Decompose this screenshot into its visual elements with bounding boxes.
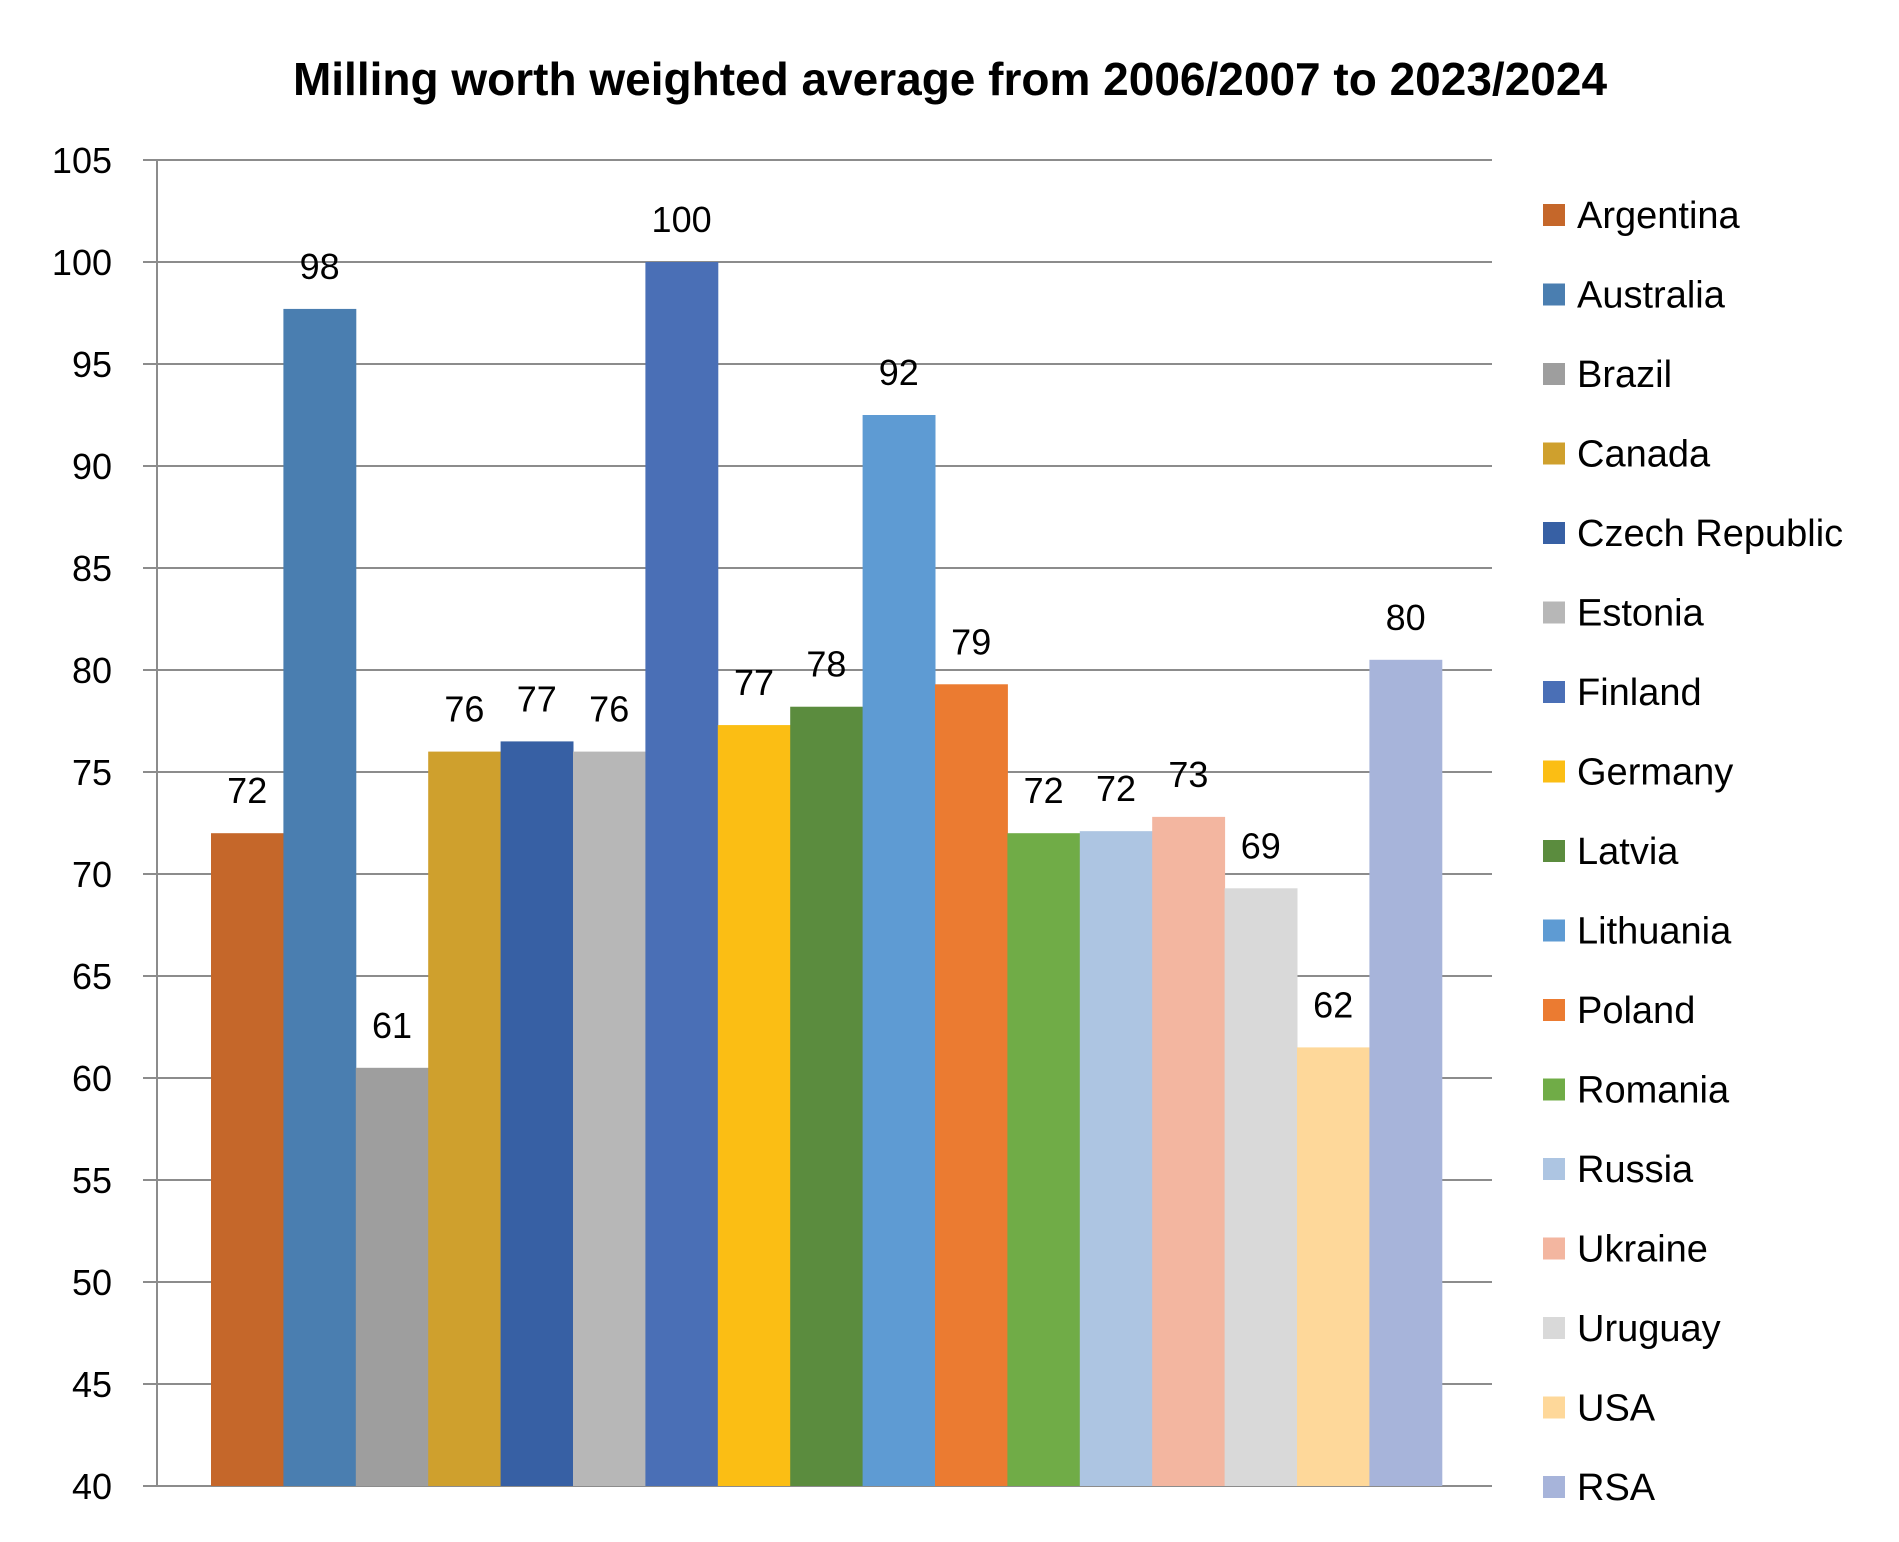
y-tick-label: 65	[72, 956, 112, 997]
bar-australia	[283, 308, 357, 1486]
data-label: 72	[1024, 770, 1064, 811]
legend-label: Czech Republic	[1577, 513, 1843, 555]
legend: Argentina Australia Brazil Canada Czech Repu…	[1543, 195, 1843, 1509]
legend-swatch	[1543, 442, 1565, 465]
y-tick-label: 45	[72, 1364, 112, 1405]
y-tick-label: 100	[52, 242, 112, 283]
data-label: 78	[806, 644, 846, 685]
data-label: 62	[1313, 984, 1353, 1025]
bar-brazil	[355, 1067, 429, 1486]
bar-russia	[1079, 831, 1153, 1486]
legend-label: Brazil	[1577, 354, 1672, 396]
legend-label: USA	[1577, 1388, 1656, 1430]
bars	[211, 262, 1443, 1486]
y-tick-label: 40	[72, 1466, 112, 1507]
legend-label: Poland	[1577, 990, 1695, 1032]
data-labels: 72 98 61 76 77 76 100 77 78 92 79 72 72 73 69 62 80	[227, 199, 1425, 1046]
y-tick-label: 85	[72, 548, 112, 589]
bar-rsa	[1369, 659, 1443, 1486]
data-label: 98	[300, 246, 340, 287]
y-axis: 40 45 50 55 60 65 70 75 80 85 90 95 100 105	[52, 140, 158, 1507]
data-label: 92	[879, 352, 919, 393]
data-label: 72	[227, 770, 267, 811]
data-label: 61	[372, 1005, 412, 1046]
data-label: 73	[1168, 754, 1208, 795]
legend-swatch	[1543, 1476, 1565, 1498]
legend-swatch	[1543, 522, 1565, 544]
y-tick-label: 90	[72, 446, 112, 487]
legend-swatch	[1543, 1078, 1565, 1101]
data-label: 69	[1241, 825, 1281, 866]
bar-argentina	[211, 833, 284, 1486]
data-label: 100	[652, 199, 712, 240]
data-label: 77	[517, 678, 557, 719]
y-tick-label: 55	[72, 1160, 112, 1201]
data-label: 80	[1386, 597, 1426, 638]
y-tick-label: 95	[72, 344, 112, 385]
bar-poland	[935, 684, 1008, 1486]
y-tick-label: 50	[72, 1262, 112, 1303]
legend-swatch	[1543, 999, 1565, 1021]
y-tick-label: 60	[72, 1058, 112, 1099]
bar-estonia	[573, 751, 646, 1486]
legend-swatch	[1543, 840, 1565, 862]
legend-label: Australia	[1577, 275, 1726, 317]
legend-swatch	[1543, 919, 1565, 942]
bar-usa	[1297, 1047, 1370, 1486]
legend-label: Uruguay	[1577, 1308, 1721, 1350]
data-label: 77	[734, 662, 774, 703]
y-tick-label: 105	[52, 140, 112, 181]
legend-swatch	[1543, 681, 1565, 703]
legend-label: Latvia	[1577, 831, 1679, 873]
bar-uruguay	[1224, 888, 1298, 1486]
bar-latvia	[790, 706, 864, 1486]
y-tick-label: 75	[72, 752, 112, 793]
bar-romania	[1007, 833, 1081, 1486]
legend-swatch	[1543, 363, 1565, 385]
legend-swatch	[1543, 204, 1565, 226]
legend-swatch	[1543, 1396, 1565, 1419]
data-label: 72	[1096, 768, 1136, 809]
legend-swatch	[1543, 1158, 1565, 1180]
legend-swatch	[1543, 601, 1565, 624]
legend-swatch	[1543, 1237, 1565, 1260]
legend-label: Germany	[1577, 752, 1733, 794]
bar-lithuania	[862, 415, 936, 1486]
legend-label: Estonia	[1577, 593, 1705, 635]
legend-swatch	[1543, 283, 1565, 306]
y-tick-label: 70	[72, 854, 112, 895]
data-label: 76	[589, 689, 629, 730]
legend-label: Canada	[1577, 434, 1711, 476]
bar-czech-republic	[500, 741, 574, 1486]
y-tick-label: 80	[72, 650, 112, 691]
data-label: 76	[444, 689, 484, 730]
bar-ukraine	[1152, 816, 1226, 1486]
legend-label: Argentina	[1577, 195, 1741, 237]
bar-canada	[428, 751, 502, 1486]
legend-label: RSA	[1577, 1467, 1656, 1509]
legend-label: Russia	[1577, 1149, 1694, 1191]
bar-finland	[645, 262, 719, 1486]
legend-label: Finland	[1577, 672, 1702, 714]
legend-swatch	[1543, 760, 1565, 783]
chart-title: Milling worth weighted average from 2006…	[293, 53, 1607, 105]
legend-swatch	[1543, 1317, 1565, 1339]
bar-germany	[717, 725, 791, 1486]
legend-label: Ukraine	[1577, 1229, 1708, 1271]
legend-label: Lithuania	[1577, 911, 1732, 953]
data-label: 79	[951, 621, 991, 662]
legend-label: Romania	[1577, 1070, 1730, 1112]
